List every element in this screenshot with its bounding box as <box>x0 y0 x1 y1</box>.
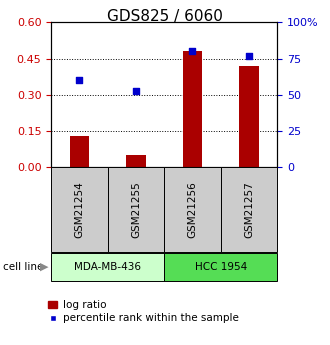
Text: GSM21254: GSM21254 <box>74 181 84 238</box>
Text: cell line: cell line <box>3 262 44 272</box>
Bar <box>239 66 259 167</box>
Text: GSM21255: GSM21255 <box>131 181 141 238</box>
Point <box>133 88 139 93</box>
Text: GSM21256: GSM21256 <box>187 181 197 238</box>
Text: ▶: ▶ <box>40 262 49 272</box>
Text: MDA-MB-436: MDA-MB-436 <box>74 262 141 272</box>
Point <box>246 53 251 59</box>
Point <box>77 78 82 83</box>
Text: HCC 1954: HCC 1954 <box>195 262 247 272</box>
Text: GSM21257: GSM21257 <box>244 181 254 238</box>
Bar <box>182 51 202 167</box>
Bar <box>126 155 146 167</box>
Bar <box>70 136 89 167</box>
Point <box>190 49 195 54</box>
Legend: log ratio, percentile rank within the sample: log ratio, percentile rank within the sa… <box>48 300 239 323</box>
Text: GDS825 / 6060: GDS825 / 6060 <box>107 9 223 23</box>
